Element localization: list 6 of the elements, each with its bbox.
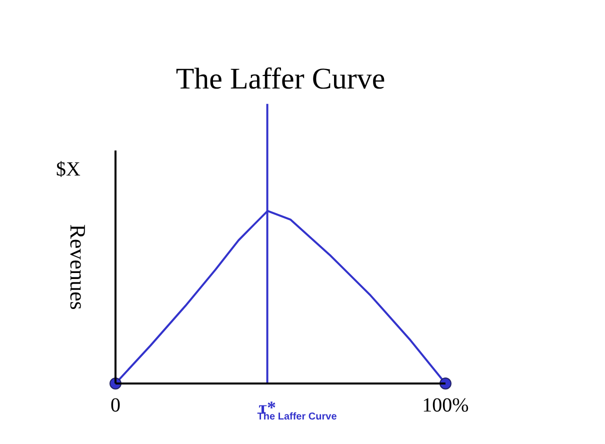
- chart-title: The Laffer Curve: [176, 62, 386, 96]
- y-axis-title: Revenues: [66, 224, 90, 310]
- x-tick-label: 100%: [422, 394, 469, 416]
- x-tick-label: 0: [110, 394, 120, 416]
- text: $X: [56, 158, 82, 180]
- annotation: The Laffer Curve: [257, 412, 338, 422]
